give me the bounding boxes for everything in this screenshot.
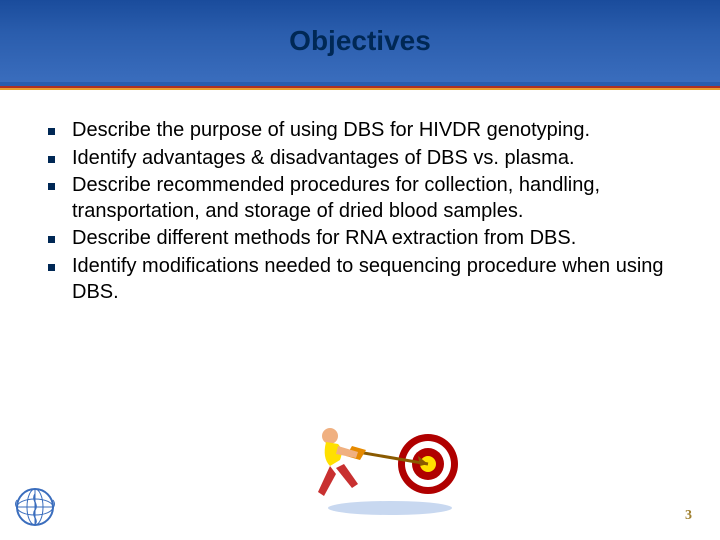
slide-body: Describe the purpose of using DBS for HI… xyxy=(0,90,720,305)
list-item: Identify modifications needed to sequenc… xyxy=(72,254,692,305)
list-item: Identify advantages & disadvantages of D… xyxy=(72,146,692,172)
header-background: Objectives xyxy=(0,0,720,82)
objectives-list: Describe the purpose of using DBS for HI… xyxy=(28,118,692,305)
runner-target-illustration xyxy=(300,406,480,516)
list-item: Describe different methods for RNA extra… xyxy=(72,226,692,252)
header-rule-gold xyxy=(0,88,720,90)
slide-header: Objectives xyxy=(0,0,720,90)
list-item: Describe recommended procedures for coll… xyxy=(72,173,692,224)
who-logo-icon xyxy=(14,486,56,528)
list-item: Describe the purpose of using DBS for HI… xyxy=(72,118,692,144)
page-number: 3 xyxy=(685,508,692,524)
slide-title: Objectives xyxy=(289,25,431,57)
